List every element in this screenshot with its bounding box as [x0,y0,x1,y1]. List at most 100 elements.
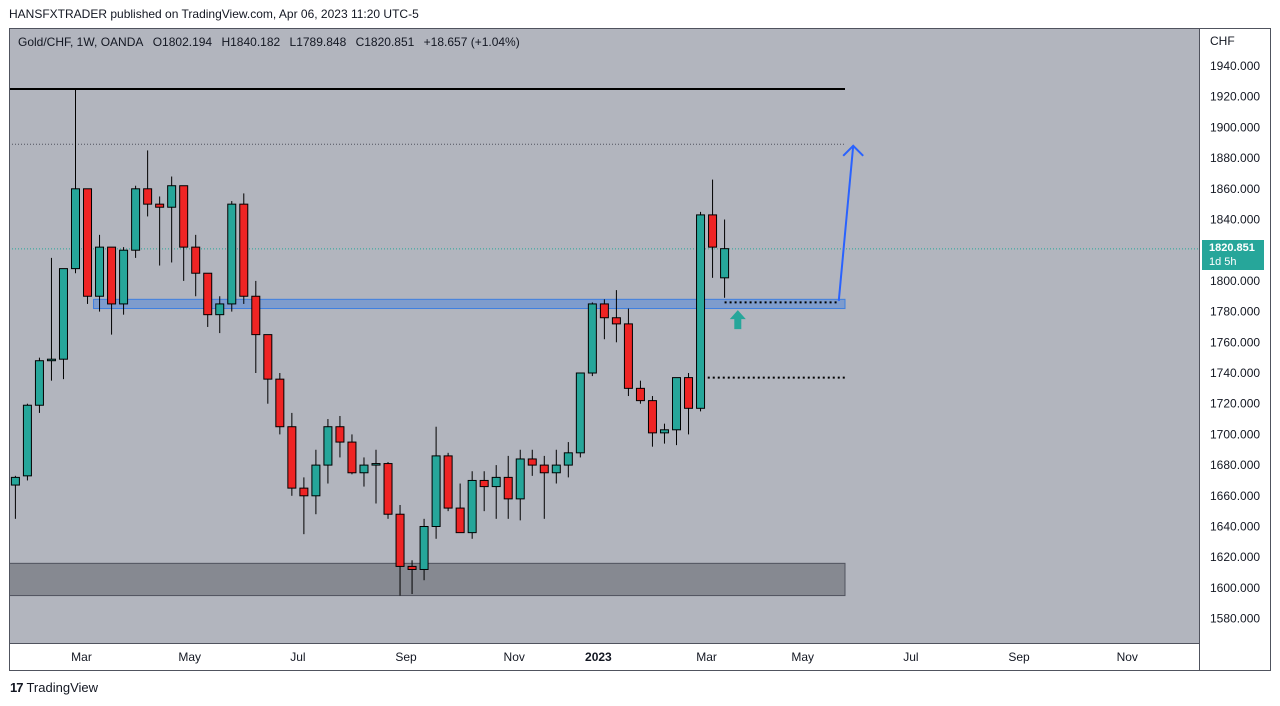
time-tick-label: May [178,650,201,664]
last-price-value: 1820.851 [1209,242,1255,254]
price-chart[interactable]: 1940.000 1920.000 1900.000 1880.000 1860.000… [9,28,1271,671]
candle-body [696,214,706,409]
price-tick-label: 1780.000 [1210,305,1260,319]
candle-body [347,441,357,474]
candle-body [431,455,441,528]
time-tick-label: May [791,650,814,664]
high-value: H1840.182 [221,35,281,49]
price-tick-label: 1600.000 [1210,581,1260,595]
candle-body [227,203,237,305]
candle-body [119,249,129,305]
candle-body [311,464,321,497]
time-tick-label: Nov [504,650,525,664]
price-tick-label: 1640.000 [1210,520,1260,534]
candle-body [395,513,405,567]
price-tick-label: 1840.000 [1210,213,1260,227]
price-tick-label: 1580.000 [1210,612,1260,626]
candle-body [323,426,333,466]
candle-body [263,334,273,380]
zones-layer [9,88,1199,597]
chart-outer-border [9,28,1271,671]
last-price-tag: 1820.851 1d 5h [1202,240,1264,270]
candle-body [419,526,429,570]
price-tick-label: 1880.000 [1210,151,1260,165]
candle-body [684,377,694,409]
candle-body [179,185,189,248]
price-tick-label: 1800.000 [1210,274,1260,288]
projection-arrow [837,145,855,301]
candle-body [479,479,489,488]
candle-body [22,404,32,477]
candle-body [491,476,501,488]
candle-body [587,303,597,374]
candle-body [46,358,56,362]
candle-body [143,188,153,205]
candle-body [647,400,657,434]
price-tick-label: 1900.000 [1210,120,1260,134]
candle-body [611,317,621,325]
time-tick-label: Jul [290,650,305,664]
candle-body [95,246,105,297]
candle-body [203,272,213,316]
support-zone [93,298,846,310]
candle-body [131,188,141,251]
candle-body [107,246,117,305]
up-arrow-icon [729,310,746,330]
tradingview-brand: TradingView [26,680,99,695]
candle-body [467,479,477,534]
open-value: O1802.194 [152,35,213,49]
candle-body [299,487,309,497]
time-tick-label: Jul [903,650,918,664]
candle-body [10,476,20,486]
candle-body [34,360,44,406]
candle-body [359,464,369,474]
time-tick-label: 2023 [585,650,612,664]
time-tick-label: Mar [696,650,717,664]
close-value: C1820.851 [355,35,415,49]
overlay-layer [707,144,864,379]
time-axis: Mar May Jul Sep Nov 2023 Mar May Jul Sep Nov [71,650,1138,664]
candle-body [599,303,609,319]
price-tick-label: 1680.000 [1210,458,1260,472]
ohlc-legend: Gold/CHF, 1W, OANDA O1802.194 H1840.182 … [18,35,526,49]
candle-body [191,246,201,274]
candle-body [503,476,513,500]
candle-body [455,507,465,534]
low-value: L1789.848 [289,35,347,49]
candle-body [58,268,68,360]
candle-body [371,463,381,466]
change-value: +18.657 (+1.04%) [423,35,520,49]
currency-label: CHF [1210,34,1235,48]
candle-body [251,295,261,336]
time-tick-label: Mar [71,650,92,664]
candle-body [659,429,669,434]
price-tick-label: 1620.000 [1210,550,1260,564]
candle-body [575,372,585,454]
price-tick-label: 1760.000 [1210,335,1260,349]
tradingview-logo-icon: 17 [10,680,24,695]
price-axis: 1940.000 1920.000 1900.000 1880.000 1860.000… [1210,59,1260,626]
candle-body [275,378,285,428]
candle-body [239,203,249,297]
price-tick-label: 1920.000 [1210,90,1260,104]
candle-body [407,565,417,570]
price-tick-label: 1740.000 [1210,366,1260,380]
candle-body [383,463,393,515]
candle-body [287,426,297,489]
candle-body [563,452,573,466]
candle-body [635,387,645,402]
time-tick-label: Sep [1008,650,1030,664]
price-tick-label: 1720.000 [1210,397,1260,411]
tradingview-logo[interactable]: 17 TradingView [10,680,98,695]
candle-body [708,214,718,248]
projection-arrow-head [842,144,864,157]
candle-body [672,377,681,431]
symbol-label[interactable]: Gold/CHF, 1W, OANDA [18,35,144,49]
candle-body [155,203,165,208]
candle-body [83,188,93,297]
price-tick-label: 1700.000 [1210,427,1260,441]
price-tick-label: 1660.000 [1210,489,1260,503]
price-tick-label: 1860.000 [1210,182,1260,196]
candle-body [551,464,561,474]
candle-body [539,464,549,474]
